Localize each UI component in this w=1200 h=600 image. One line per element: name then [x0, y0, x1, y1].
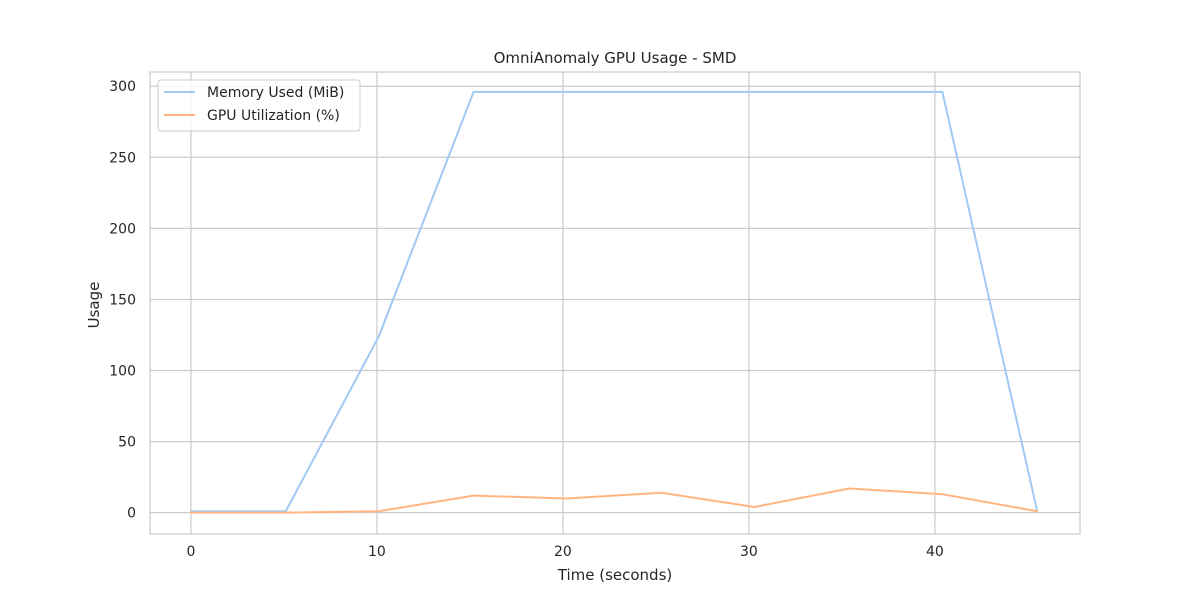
y-tick-label: 100: [109, 364, 136, 380]
x-tick-label: 40: [926, 544, 944, 560]
x-axis-label: Time (seconds): [557, 566, 673, 584]
plot-area-background: [150, 72, 1080, 534]
y-tick-label: 300: [109, 79, 136, 95]
x-tick-label: 10: [368, 544, 386, 560]
chart-title: OmniAnomaly GPU Usage - SMD: [494, 49, 737, 67]
x-tick-label: 20: [554, 544, 572, 560]
series-line-memory: [189, 90, 1039, 513]
series-lines: [189, 90, 1039, 514]
x-tick-label: 30: [740, 544, 758, 560]
y-tick-label: 0: [127, 506, 136, 522]
y-tick-label: 250: [109, 150, 136, 166]
legend-frame: [157, 79, 361, 132]
legend-label-gpu: GPU Utilization (%): [207, 108, 340, 124]
y-tick-label: 150: [109, 292, 136, 308]
y-tick-label: 200: [109, 221, 136, 237]
y-tick-label: 50: [118, 435, 136, 451]
series-line-gpu: [189, 487, 1039, 514]
x-tick-label: 0: [186, 544, 195, 560]
legend-label-memory: Memory Used (MiB): [207, 85, 344, 101]
legend: Memory Used (MiB) GPU Utilization (%): [157, 79, 361, 132]
y-axis-label: Usage: [85, 282, 103, 329]
ticks: 0 10 20 30 40 0 50 100 150 200 250 300: [109, 79, 944, 560]
plot-frame: [149, 71, 1081, 535]
